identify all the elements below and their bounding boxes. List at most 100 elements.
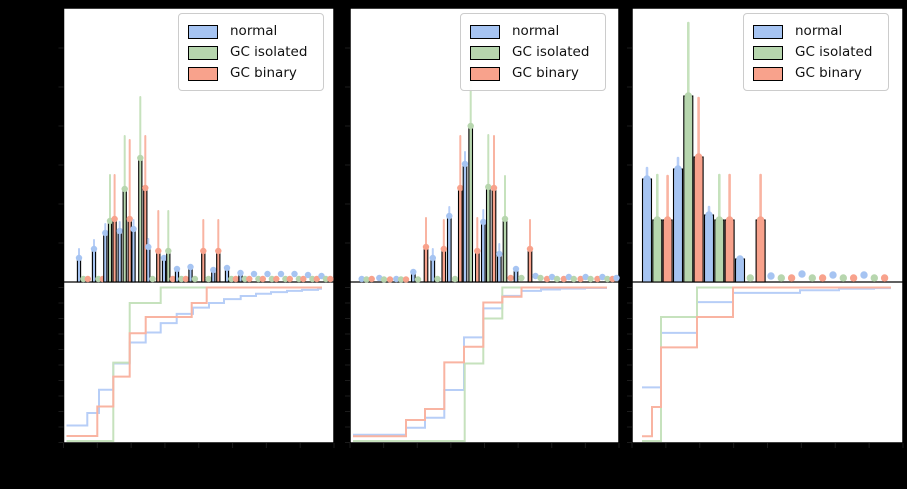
bar-marker-g bbox=[295, 275, 303, 283]
bar-marker-n bbox=[480, 218, 487, 226]
bar-marker-g bbox=[255, 275, 262, 283]
bar-marker-n bbox=[767, 272, 775, 280]
bar-marker-b bbox=[232, 275, 239, 283]
legend-item-gc-isolated: GC isolated bbox=[188, 42, 314, 63]
hist-bar-n bbox=[131, 228, 136, 283]
bar-marker-g bbox=[322, 275, 330, 283]
bar-marker-g bbox=[485, 183, 492, 191]
hist-bar-n bbox=[462, 163, 468, 283]
bar-marker-g bbox=[165, 247, 172, 255]
cdf-line-normal bbox=[642, 287, 891, 389]
bar-marker-n bbox=[210, 266, 217, 274]
bar-marker-b bbox=[327, 275, 334, 283]
bar-marker-g bbox=[518, 274, 525, 282]
hist-bar-n bbox=[446, 215, 452, 283]
bar-marker-n bbox=[291, 270, 298, 278]
bar-marker-b bbox=[273, 275, 280, 283]
bar-marker-g bbox=[80, 275, 87, 283]
cdf-line-GC-isolated bbox=[642, 286, 891, 442]
bar-marker-b bbox=[457, 184, 464, 192]
hist-bar-n bbox=[103, 232, 108, 283]
bar-marker-b bbox=[507, 274, 514, 282]
bar-marker-g bbox=[205, 275, 212, 283]
bar-marker-b bbox=[526, 245, 534, 253]
legend-patch-gc-isolated bbox=[188, 45, 218, 60]
bar-marker-b bbox=[694, 153, 703, 161]
bar-marker-n bbox=[250, 270, 258, 278]
hist-bar-n bbox=[117, 230, 122, 283]
bar-marker-g bbox=[95, 275, 102, 283]
bar-marker-g bbox=[137, 154, 144, 162]
hist-bar-g bbox=[122, 188, 127, 283]
legend-patch-normal bbox=[470, 24, 500, 39]
bar-marker-g bbox=[363, 276, 370, 283]
bar-marker-b bbox=[490, 184, 498, 192]
bar-marker-n bbox=[829, 271, 837, 279]
legend-item-gc-binary: GC binary bbox=[753, 63, 879, 84]
hist-bar-g bbox=[652, 219, 663, 283]
bar-marker-b bbox=[818, 274, 827, 282]
bar-marker-g bbox=[684, 92, 692, 100]
bar-marker-n bbox=[429, 254, 436, 262]
bar-marker-n bbox=[705, 211, 713, 219]
bar-marker-g bbox=[467, 122, 474, 130]
bar-marker-g bbox=[380, 276, 388, 283]
bar-marker-n bbox=[860, 271, 868, 279]
bar-marker-b bbox=[155, 247, 162, 255]
hist-bar-b bbox=[216, 250, 221, 283]
legend-patch-normal bbox=[753, 24, 783, 39]
legend-panel-1: normal GC isolated GC binary bbox=[178, 13, 324, 91]
hist-bar-n bbox=[76, 257, 82, 283]
bar-marker-g bbox=[777, 274, 785, 282]
legend-patch-gc-isolated bbox=[470, 45, 500, 60]
legend-label-gc-binary: GC binary bbox=[512, 64, 579, 81]
bar-marker-b bbox=[663, 216, 672, 224]
hist-bar-b bbox=[662, 219, 673, 283]
hist-bar-b bbox=[491, 187, 497, 283]
bar-marker-b bbox=[474, 247, 481, 255]
legend-label-normal: normal bbox=[795, 22, 843, 39]
legend-label-normal: normal bbox=[230, 22, 278, 39]
hist-bar-g bbox=[485, 186, 491, 283]
bar-marker-g bbox=[121, 185, 128, 193]
bar-marker-g bbox=[537, 274, 544, 282]
legend-item-normal: normal bbox=[188, 21, 314, 42]
bar-marker-n bbox=[410, 268, 417, 276]
bar-marker-b bbox=[169, 275, 176, 283]
bar-marker-b bbox=[386, 276, 394, 283]
hist-bar-b bbox=[755, 219, 766, 283]
bar-marker-n bbox=[237, 269, 244, 277]
hist-bar-g bbox=[138, 157, 143, 283]
bar-marker-b bbox=[142, 184, 149, 192]
hist-bar-n bbox=[703, 214, 715, 283]
bar-marker-g bbox=[149, 275, 156, 283]
bar-marker-b bbox=[111, 215, 118, 223]
bar-marker-n bbox=[613, 274, 620, 282]
bar-marker-n bbox=[461, 160, 469, 168]
hist-bar-b bbox=[201, 250, 206, 283]
bar-marker-n bbox=[736, 255, 744, 263]
legend-patch-gc-binary bbox=[753, 66, 783, 81]
hist-bar-b bbox=[527, 248, 533, 283]
bar-marker-g bbox=[309, 275, 316, 283]
bar-marker-n bbox=[116, 227, 123, 235]
legend-item-gc-isolated: GC isolated bbox=[470, 42, 596, 63]
bar-marker-b bbox=[725, 216, 734, 224]
bar-marker-g bbox=[553, 275, 561, 283]
bar-marker-n bbox=[599, 273, 606, 281]
bar-marker-n bbox=[173, 265, 181, 273]
cdf-line-GC-binary bbox=[353, 286, 607, 438]
bar-marker-b bbox=[300, 275, 307, 283]
hist-bar-n bbox=[146, 246, 151, 283]
bar-marker-b bbox=[215, 247, 222, 255]
bar-marker-b bbox=[246, 275, 253, 283]
bar-marker-n bbox=[145, 243, 152, 251]
hist-bar-g bbox=[468, 125, 474, 283]
hist-bar-n bbox=[430, 257, 436, 283]
bar-marker-g bbox=[191, 275, 199, 283]
bar-marker-n bbox=[496, 250, 503, 258]
bar-marker-b bbox=[313, 275, 320, 283]
legend-patch-normal bbox=[188, 24, 218, 39]
bar-marker-n bbox=[582, 273, 589, 281]
hist-bar-g bbox=[714, 219, 725, 283]
